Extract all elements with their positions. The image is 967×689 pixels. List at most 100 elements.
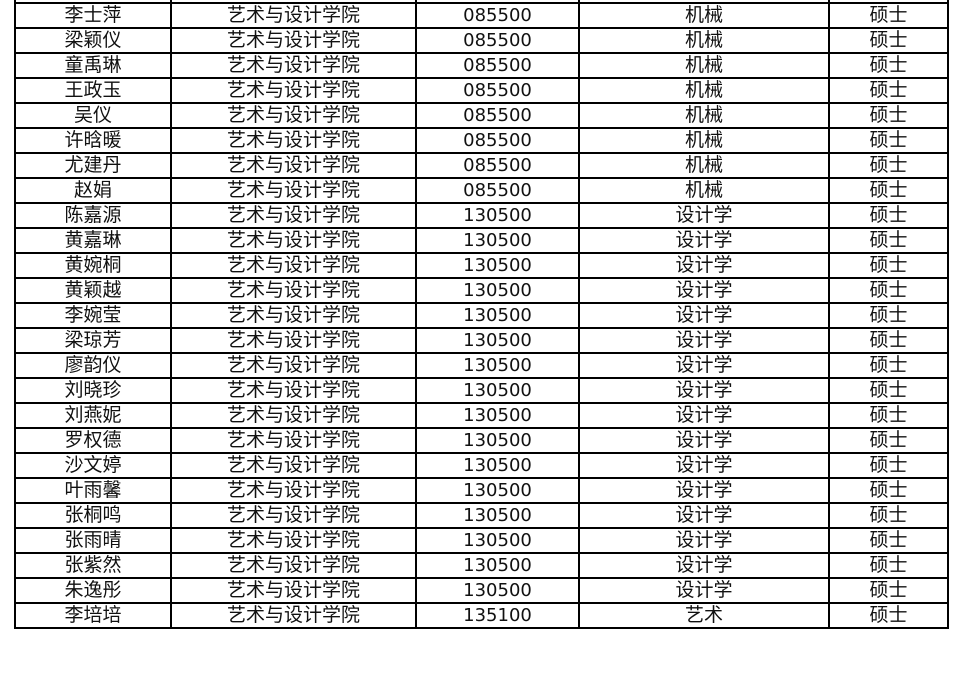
major-cell: 设计学 (578, 427, 830, 454)
table-row: 刘晓珍 艺术与设计学院 130500 设计学 硕士 (14, 377, 949, 404)
table-row: 李婉莹 艺术与设计学院 130500 设计学 硕士 (14, 302, 949, 329)
name-cell: 黄婉桐 (14, 252, 172, 279)
major-cell: 设计学 (578, 377, 830, 404)
code-cell: 130500 (415, 402, 580, 429)
degree-cell: 硕士 (828, 252, 949, 279)
college-cell: 艺术与设计学院 (170, 352, 417, 379)
code-cell: 130500 (415, 577, 580, 604)
degree-cell: 硕士 (828, 577, 949, 604)
major-cell: 机械 (578, 77, 830, 104)
code-cell: 130500 (415, 252, 580, 279)
code-cell: 130500 (415, 352, 580, 379)
major-cell: 设计学 (578, 302, 830, 329)
name-cell: 吴仪 (14, 102, 172, 129)
major-cell: 设计学 (578, 527, 830, 554)
table-row: 黄婉桐 艺术与设计学院 130500 设计学 硕士 (14, 252, 949, 279)
degree-cell: 硕士 (828, 2, 949, 29)
student-list-table: 李士萍 艺术与设计学院 085500 机械 硕士 梁颖仪 艺术与设计学院 085500 机械 硕士… (14, 0, 949, 629)
degree-cell: 硕士 (828, 177, 949, 204)
major-cell: 设计学 (578, 477, 830, 504)
table-row: 罗权德 艺术与设计学院 130500 设计学 硕士 (14, 427, 949, 454)
college-cell: 艺术与设计学院 (170, 477, 417, 504)
degree-cell: 硕士 (828, 27, 949, 54)
major-cell: 艺术 (578, 602, 830, 629)
table-row: 刘燕妮 艺术与设计学院 130500 设计学 硕士 (14, 402, 949, 429)
degree-cell: 硕士 (828, 402, 949, 429)
table-row: 张紫然 艺术与设计学院 130500 设计学 硕士 (14, 552, 949, 579)
name-cell: 沙文婷 (14, 452, 172, 479)
table-row: 吴仪 艺术与设计学院 085500 机械 硕士 (14, 102, 949, 129)
degree-cell: 硕士 (828, 52, 949, 79)
college-cell: 艺术与设计学院 (170, 127, 417, 154)
college-cell: 艺术与设计学院 (170, 102, 417, 129)
college-cell: 艺术与设计学院 (170, 52, 417, 79)
college-cell: 艺术与设计学院 (170, 2, 417, 29)
table-row: 李士萍 艺术与设计学院 085500 机械 硕士 (14, 2, 949, 29)
college-cell: 艺术与设计学院 (170, 452, 417, 479)
table-row: 王政玉 艺术与设计学院 085500 机械 硕士 (14, 77, 949, 104)
table-row: 许晗暖 艺术与设计学院 085500 机械 硕士 (14, 127, 949, 154)
table-row: 尤建丹 艺术与设计学院 085500 机械 硕士 (14, 152, 949, 179)
college-cell: 艺术与设计学院 (170, 152, 417, 179)
table-row: 张雨晴 艺术与设计学院 130500 设计学 硕士 (14, 527, 949, 554)
code-cell: 085500 (415, 102, 580, 129)
name-cell: 许晗暖 (14, 127, 172, 154)
college-cell: 艺术与设计学院 (170, 327, 417, 354)
major-cell: 机械 (578, 127, 830, 154)
degree-cell: 硕士 (828, 377, 949, 404)
table-row: 梁颖仪 艺术与设计学院 085500 机械 硕士 (14, 27, 949, 54)
major-cell: 机械 (578, 152, 830, 179)
table-row: 黄嘉琳 艺术与设计学院 130500 设计学 硕士 (14, 227, 949, 254)
table-row: 张桐鸣 艺术与设计学院 130500 设计学 硕士 (14, 502, 949, 529)
degree-cell: 硕士 (828, 127, 949, 154)
degree-cell: 硕士 (828, 502, 949, 529)
code-cell: 130500 (415, 452, 580, 479)
code-cell: 130500 (415, 377, 580, 404)
name-cell: 朱逸彤 (14, 577, 172, 604)
table-row: 沙文婷 艺术与设计学院 130500 设计学 硕士 (14, 452, 949, 479)
code-cell: 130500 (415, 277, 580, 304)
college-cell: 艺术与设计学院 (170, 302, 417, 329)
degree-cell: 硕士 (828, 102, 949, 129)
degree-cell: 硕士 (828, 427, 949, 454)
degree-cell: 硕士 (828, 327, 949, 354)
major-cell: 设计学 (578, 402, 830, 429)
code-cell: 130500 (415, 552, 580, 579)
name-cell: 黄颖越 (14, 277, 172, 304)
table-row: 童禹琳 艺术与设计学院 085500 机械 硕士 (14, 52, 949, 79)
table-row: 黄颖越 艺术与设计学院 130500 设计学 硕士 (14, 277, 949, 304)
college-cell: 艺术与设计学院 (170, 202, 417, 229)
major-cell: 设计学 (578, 452, 830, 479)
major-cell: 机械 (578, 102, 830, 129)
table-row: 赵娟 艺术与设计学院 085500 机械 硕士 (14, 177, 949, 204)
code-cell: 130500 (415, 202, 580, 229)
name-cell: 王政玉 (14, 77, 172, 104)
major-cell: 设计学 (578, 502, 830, 529)
name-cell: 李婉莹 (14, 302, 172, 329)
degree-cell: 硕士 (828, 227, 949, 254)
name-cell: 陈嘉源 (14, 202, 172, 229)
code-cell: 085500 (415, 127, 580, 154)
code-cell: 130500 (415, 427, 580, 454)
major-cell: 设计学 (578, 577, 830, 604)
code-cell: 085500 (415, 52, 580, 79)
code-cell: 085500 (415, 177, 580, 204)
major-cell: 设计学 (578, 202, 830, 229)
name-cell: 叶雨馨 (14, 477, 172, 504)
major-cell: 设计学 (578, 327, 830, 354)
college-cell: 艺术与设计学院 (170, 377, 417, 404)
major-cell: 设计学 (578, 277, 830, 304)
major-cell: 机械 (578, 52, 830, 79)
college-cell: 艺术与设计学院 (170, 527, 417, 554)
name-cell: 廖韵仪 (14, 352, 172, 379)
degree-cell: 硕士 (828, 602, 949, 629)
college-cell: 艺术与设计学院 (170, 27, 417, 54)
degree-cell: 硕士 (828, 302, 949, 329)
name-cell: 罗权德 (14, 427, 172, 454)
table-row-partial (14, 0, 949, 4)
name-cell: 童禹琳 (14, 52, 172, 79)
name-cell: 尤建丹 (14, 152, 172, 179)
table-row: 陈嘉源 艺术与设计学院 130500 设计学 硕士 (14, 202, 949, 229)
degree-cell: 硕士 (828, 277, 949, 304)
degree-cell: 硕士 (828, 452, 949, 479)
